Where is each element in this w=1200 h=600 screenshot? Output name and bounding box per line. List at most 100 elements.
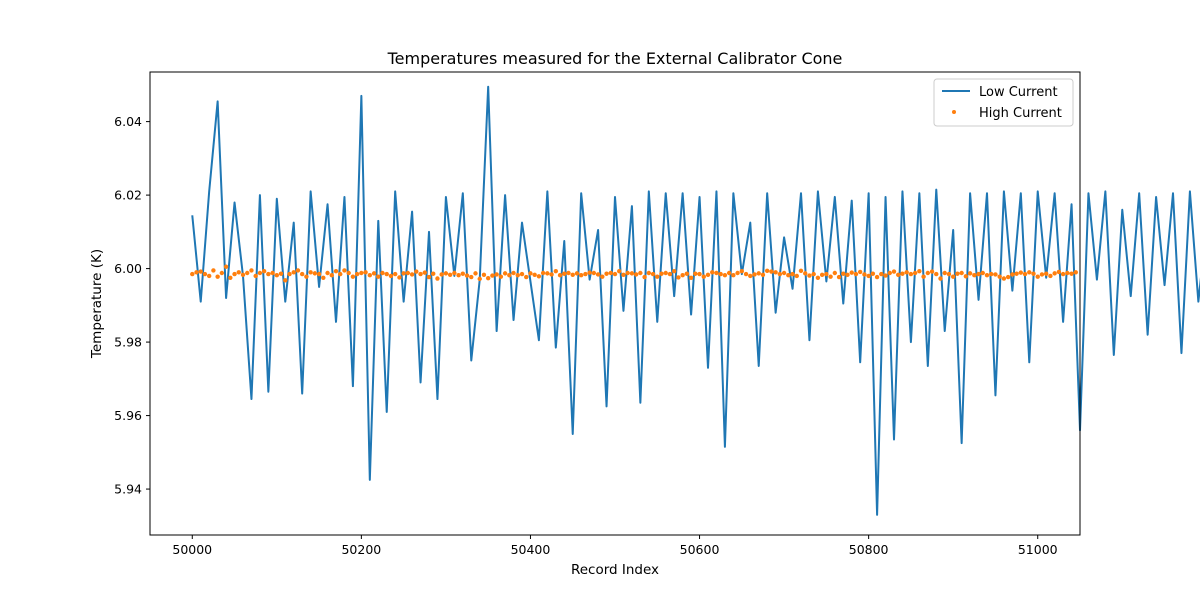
high-current-point (215, 274, 220, 279)
x-axis-ticks: 50000 50200 50400 50600 50800 51000 (172, 535, 1058, 557)
chart-title: Temperatures measured for the External C… (387, 49, 843, 68)
x-tick-label: 51000 (1018, 542, 1058, 557)
y-tick-label: 5.96 (114, 408, 142, 423)
legend-high-current-swatch (952, 110, 956, 114)
high-current-point (350, 274, 356, 279)
high-current-point (853, 271, 859, 277)
x-axis-label: Record Index (571, 562, 659, 578)
high-current-point (249, 268, 254, 273)
high-current-point (976, 271, 981, 277)
plot-area (150, 72, 1080, 535)
high-current-point (481, 272, 487, 278)
high-current-point (342, 268, 347, 273)
high-current-point (908, 271, 914, 277)
high-current-point (993, 272, 998, 277)
high-current-point (431, 271, 436, 276)
high-current-point (562, 271, 567, 276)
high-current-point (367, 273, 373, 278)
y-tick-label: 6.04 (114, 114, 142, 129)
high-current-point (642, 274, 647, 280)
high-current-point (515, 273, 520, 278)
high-current-point (194, 270, 199, 275)
high-current-point (392, 271, 398, 277)
high-current-point (710, 270, 715, 275)
high-current-point (1060, 271, 1066, 277)
x-tick-label: 50600 (680, 542, 720, 557)
high-current-point (617, 268, 622, 274)
high-current-point (570, 272, 575, 278)
high-current-point (650, 271, 656, 277)
high-current-point (659, 271, 664, 276)
high-current-point (1043, 271, 1049, 276)
high-current-point (798, 268, 804, 273)
high-current-point (921, 274, 926, 279)
high-current-point (380, 270, 385, 276)
high-current-point (528, 271, 533, 276)
high-current-point (883, 273, 888, 278)
high-current-point (312, 271, 318, 276)
high-current-point (697, 271, 702, 277)
high-current-point (587, 270, 592, 275)
high-current-point (786, 273, 791, 278)
high-current-point (295, 268, 301, 273)
high-current-point (879, 271, 884, 277)
high-current-point (278, 271, 284, 276)
high-current-point (663, 270, 668, 276)
high-current-point (202, 271, 208, 277)
high-current-point (705, 272, 711, 278)
high-current-point (485, 275, 491, 281)
high-current-point (731, 273, 736, 278)
high-current-point (1014, 271, 1019, 276)
high-current-point (1001, 276, 1007, 281)
high-current-point (769, 269, 774, 274)
high-current-point (608, 270, 613, 276)
high-current-point (397, 275, 402, 280)
high-current-point (236, 270, 241, 275)
high-current-point (266, 271, 271, 277)
high-current-point (346, 270, 351, 276)
high-current-point (917, 268, 922, 274)
high-current-point (1035, 274, 1040, 279)
high-current-point (849, 270, 854, 275)
high-current-point (321, 275, 326, 280)
high-current-point (726, 270, 732, 276)
high-current-point (781, 270, 787, 276)
high-current-point (714, 270, 719, 276)
high-current-point (566, 270, 571, 276)
high-current-point (955, 271, 960, 276)
high-current-point (718, 271, 723, 277)
high-current-point (735, 270, 740, 276)
high-current-point (929, 269, 935, 274)
high-current-point (807, 273, 812, 278)
y-tick-label: 6.02 (114, 188, 142, 203)
high-current-point (629, 271, 635, 276)
high-current-point (950, 274, 956, 279)
high-current-point (291, 270, 296, 275)
high-current-point (536, 274, 542, 279)
high-current-point (405, 270, 411, 276)
high-current-point (824, 271, 829, 277)
high-current-point (604, 271, 609, 276)
y-tick-label: 6.00 (114, 261, 142, 276)
high-current-point (1065, 270, 1070, 276)
high-current-point (1031, 271, 1036, 276)
high-current-point (490, 273, 495, 278)
high-current-point (815, 275, 821, 280)
high-current-point (794, 273, 799, 279)
high-current-point (333, 268, 339, 274)
high-current-point (325, 270, 330, 276)
high-current-point (841, 271, 846, 276)
high-current-point (671, 268, 677, 274)
high-current-point (764, 268, 770, 273)
high-current-point (1048, 273, 1053, 279)
high-current-point (511, 270, 516, 276)
high-current-point (693, 271, 698, 276)
high-current-point (684, 271, 690, 276)
high-current-point (447, 272, 453, 278)
low-current-series-line (191, 85, 1200, 516)
high-current-point (354, 271, 360, 277)
high-current-point (722, 273, 728, 278)
high-current-point (946, 271, 952, 277)
x-tick-label: 50800 (849, 542, 889, 557)
